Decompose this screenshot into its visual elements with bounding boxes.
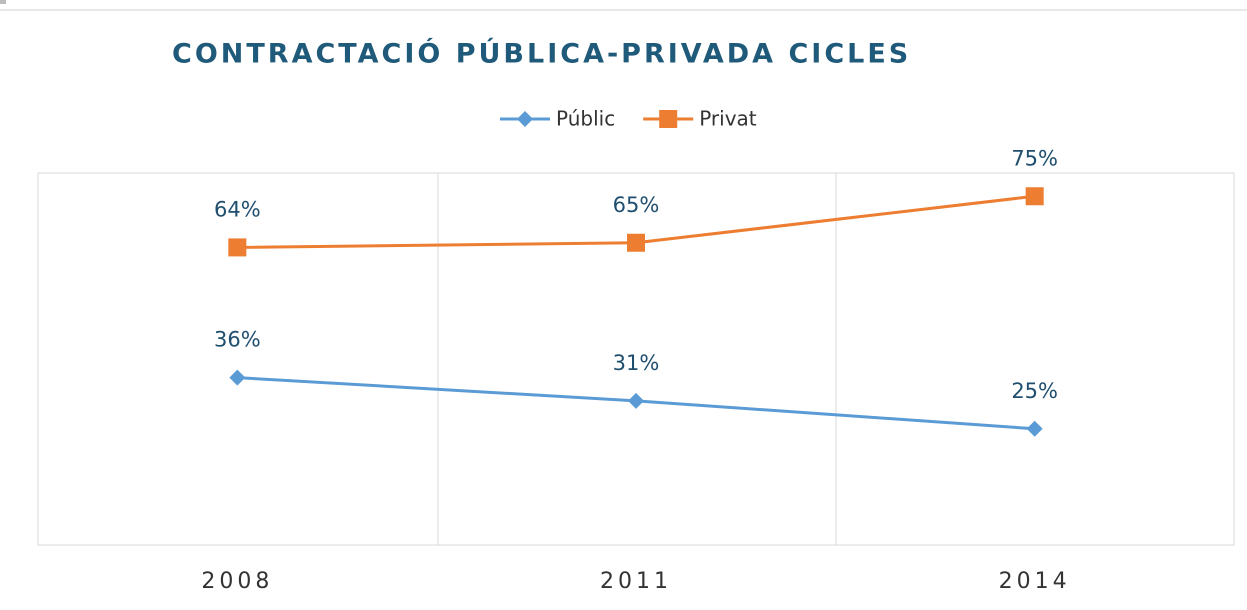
marker xyxy=(659,110,678,128)
corner-mark xyxy=(0,0,6,4)
legend-label: Públic xyxy=(556,107,615,131)
marker xyxy=(628,392,644,409)
plot-area xyxy=(37,172,1235,546)
marker xyxy=(1025,187,1044,206)
data-label: 75% xyxy=(1011,146,1058,170)
x-tick-label: 2008 xyxy=(201,569,273,594)
x-tick-label: 2014 xyxy=(999,569,1071,594)
data-label: 65% xyxy=(613,193,660,217)
chart-title: CONTRACTACIÓ PÚBLICA-PRIVADA CICLES xyxy=(172,38,911,70)
marker xyxy=(627,233,645,252)
data-label: 36% xyxy=(214,328,261,352)
x-tick-label: 2011 xyxy=(600,569,672,594)
data-label: 31% xyxy=(613,351,660,375)
data-label: 25% xyxy=(1011,379,1058,403)
data-label: 64% xyxy=(214,197,261,221)
marker xyxy=(517,111,533,127)
marker xyxy=(1026,420,1043,437)
marker xyxy=(229,369,246,386)
legend-label: Privat xyxy=(699,107,757,131)
marker xyxy=(228,238,247,257)
